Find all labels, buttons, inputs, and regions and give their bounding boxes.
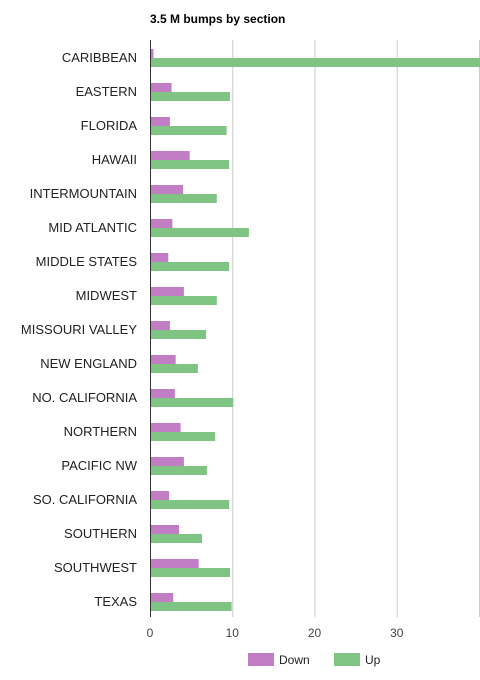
x-tick-label: 10: [226, 626, 240, 640]
bar-up-midwest: [151, 296, 217, 305]
bar-up-intermountain: [151, 194, 217, 203]
legend-swatch-down: [248, 653, 274, 666]
x-tick-label: 0: [147, 626, 154, 640]
category-label: PACIFIC NW: [61, 458, 137, 473]
category-label: MID ATLANTIC: [48, 220, 137, 235]
category-label: NORTHERN: [64, 424, 137, 439]
bar-down-southern: [151, 525, 179, 534]
legend-label-down: Down: [279, 653, 310, 667]
bar-up-florida: [151, 126, 227, 135]
category-label: FLORIDA: [81, 118, 138, 133]
bar-down-no-california: [151, 389, 175, 398]
bar-down-florida: [151, 117, 170, 126]
bar-up-eastern: [151, 92, 230, 101]
category-label: CARIBBEAN: [62, 50, 137, 65]
bar-down-midwest: [151, 287, 184, 296]
category-label: NEW ENGLAND: [40, 356, 137, 371]
legend-swatch-up: [334, 653, 360, 666]
x-tick-label: 20: [308, 626, 322, 640]
category-label: SO. CALIFORNIA: [33, 492, 137, 507]
bar-down-missouri-valley: [151, 321, 170, 330]
category-label: INTERMOUNTAIN: [30, 186, 137, 201]
bar-up-texas: [151, 602, 232, 611]
bar-up-missouri-valley: [151, 330, 207, 339]
bar-down-southwest: [151, 559, 199, 568]
bar-down-mid-atlantic: [151, 219, 173, 228]
bar-down-northern: [151, 423, 181, 432]
x-tick-label: 30: [390, 626, 404, 640]
category-label: MIDDLE STATES: [36, 254, 138, 269]
bar-up-new-england: [151, 364, 198, 373]
bar-up-southern: [151, 534, 202, 543]
category-label: HAWAII: [92, 152, 137, 167]
category-label: NO. CALIFORNIA: [32, 390, 137, 405]
bar-up-so-california: [151, 500, 230, 509]
bar-down-so-california: [151, 491, 170, 500]
category-label: EASTERN: [76, 84, 137, 99]
chart-title: 3.5 M bumps by section: [150, 12, 285, 26]
bar-down-caribbean: [151, 49, 154, 58]
category-label: SOUTHWEST: [54, 560, 137, 575]
bar-up-mid-atlantic: [151, 228, 249, 237]
bar-up-northern: [151, 432, 216, 441]
category-label: SOUTHERN: [64, 526, 137, 541]
bar-up-no-california: [151, 398, 234, 407]
bar-down-middle-states: [151, 253, 169, 262]
bar-down-eastern: [151, 83, 172, 92]
category-label: TEXAS: [94, 594, 137, 609]
bar-up-hawaii: [151, 160, 230, 169]
bar-down-new-england: [151, 355, 176, 364]
bar-up-pacific-nw: [151, 466, 207, 475]
bar-down-texas: [151, 593, 174, 602]
x-axis-ticks: 0 10 20 30: [147, 626, 404, 640]
bar-down-hawaii: [151, 151, 190, 160]
bar-up-middle-states: [151, 262, 230, 271]
legend-label-up: Up: [365, 653, 381, 667]
bars-layer: [151, 49, 480, 611]
bar-up-southwest: [151, 568, 230, 577]
bar-down-pacific-nw: [151, 457, 184, 466]
category-labels: CARIBBEAN EASTERN FLORIDA HAWAII INTERMOUNTA…: [21, 50, 138, 609]
bar-up-caribbean: [151, 58, 480, 67]
bar-down-intermountain: [151, 185, 184, 194]
category-label: MISSOURI VALLEY: [21, 322, 137, 337]
category-label: MIDWEST: [76, 288, 137, 303]
legend: Down Up: [248, 653, 381, 667]
